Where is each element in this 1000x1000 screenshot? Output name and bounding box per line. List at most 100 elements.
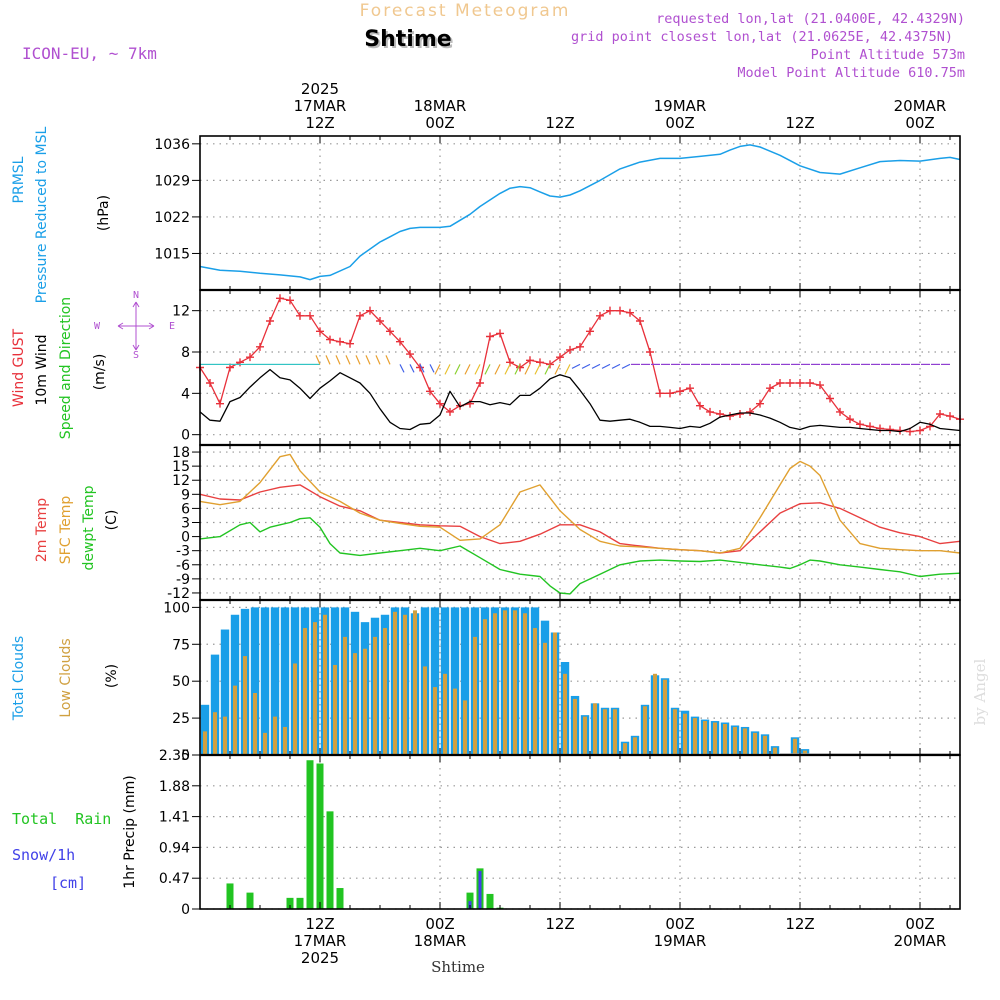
gust-marker	[376, 317, 384, 325]
bottom-time-label: 20MAR	[894, 932, 947, 950]
gust-marker	[206, 379, 214, 387]
bottom-time-label: 00Z	[905, 915, 934, 933]
ytick-label-temperature: -9	[176, 572, 190, 588]
low-clouds-bar	[803, 750, 807, 755]
low-clouds-bar	[553, 632, 557, 755]
gust-marker	[676, 387, 684, 396]
wind-arrow	[325, 355, 331, 365]
gust-marker	[836, 407, 844, 416]
low-clouds-bar	[483, 619, 487, 755]
ytick-label-precip: 0	[181, 902, 190, 918]
wind-arrow	[554, 364, 561, 375]
ytick-label-temperature: -12	[167, 586, 190, 602]
low-clouds-bar	[503, 610, 507, 755]
wind-arrow	[474, 364, 481, 375]
chart-title: Forecast Meteogram	[360, 1, 571, 21]
rain-bar	[466, 892, 474, 909]
wind-arrow	[454, 364, 461, 375]
ytick-label-clouds: 25	[172, 711, 190, 727]
low-clouds-bar	[733, 726, 737, 755]
low-clouds-bar	[753, 732, 757, 755]
total-clouds-bar	[260, 607, 270, 755]
sfctemp-line	[199, 453, 961, 554]
gust-marker	[526, 356, 534, 365]
low-clouds-bar	[203, 731, 207, 755]
top-time-label: 2025	[301, 80, 339, 98]
wind-arrow	[621, 363, 631, 369]
gust-marker	[486, 332, 494, 341]
model-label: ICON-EU, ~ 7km	[22, 44, 157, 63]
gust-marker	[916, 426, 924, 435]
top-time-label: 00Z	[905, 114, 934, 132]
low-clouds-bar	[233, 685, 237, 755]
wind-arrow	[544, 364, 551, 375]
gust-marker	[236, 358, 244, 367]
top-time-label: 20MAR	[894, 97, 947, 115]
ytick-label-temperature: -3	[176, 544, 190, 560]
wind-arrow	[409, 364, 415, 373]
data-layer	[196, 144, 964, 909]
wind-speed-line	[199, 368, 961, 433]
wind-arrow	[385, 355, 391, 365]
compass-w: W	[94, 321, 101, 332]
wind-compass: N W E S	[94, 290, 175, 361]
wind-arrow	[601, 363, 611, 369]
low-clouds-bar	[763, 735, 767, 755]
ytick-label-temperature: -6	[176, 558, 190, 574]
gust-marker	[446, 407, 454, 416]
wind-arrow	[375, 355, 381, 365]
low-clouds-bar	[253, 693, 257, 755]
low-clouds-bar	[373, 636, 377, 755]
low-clouds-bar	[323, 614, 327, 755]
ytick-label-temperature: 18	[172, 445, 190, 461]
gust-marker	[646, 348, 654, 356]
gust-marker	[306, 311, 314, 320]
low-clouds-bar	[383, 628, 387, 755]
rain-bar	[336, 888, 344, 909]
gust-marker	[386, 327, 394, 336]
low-clouds-bar	[773, 747, 777, 755]
top-time-label: 00Z	[425, 114, 454, 132]
pressure-label-1: PRMSL	[11, 156, 27, 203]
ytick-label-clouds: 50	[172, 674, 190, 690]
low-clouds-bar	[393, 611, 397, 755]
wind-arrow	[581, 363, 591, 369]
footer-location: Shtime	[431, 958, 485, 976]
top-time-label: 19MAR	[654, 97, 707, 115]
total-clouds-bar	[280, 607, 290, 755]
top-time-label: 17MAR	[294, 97, 347, 115]
ytick-label-clouds: 0	[181, 748, 190, 764]
temp-unit: (C)	[104, 510, 120, 531]
gust-marker	[556, 353, 564, 362]
gust-marker	[816, 381, 824, 390]
ytick-label-wind: 4	[181, 386, 190, 402]
gust-marker	[426, 387, 434, 396]
ytick-label-pressure: 1015	[154, 246, 190, 262]
snow-bar	[478, 870, 482, 909]
rain-bar	[316, 763, 324, 909]
low-clouds-bar	[273, 716, 277, 755]
gust-marker	[806, 379, 814, 387]
rain-bar	[326, 811, 334, 909]
low-clouds-bar	[423, 666, 427, 755]
wind-arrow	[591, 363, 601, 369]
gust-label: Wind GUST	[11, 328, 27, 407]
low-clouds-bar	[473, 636, 477, 755]
gust-marker	[256, 342, 264, 351]
gust-marker	[686, 384, 694, 393]
panel-frame-wind	[199, 289, 961, 446]
low-clouds-bar	[453, 688, 457, 755]
top-time-label: 18MAR	[414, 97, 467, 115]
bottom-time-label: 12Z	[305, 915, 334, 933]
wind-arrow	[524, 364, 531, 375]
gust-marker	[476, 379, 484, 387]
clouds-unit: (%)	[104, 664, 120, 688]
low-clouds-bar	[713, 722, 717, 755]
low-clouds-bar	[623, 743, 627, 755]
ytick-label-precip: 0.47	[159, 871, 190, 887]
gust-marker	[636, 317, 644, 325]
info-requested: requested lon,lat (21.0400E, 42.4329N)	[656, 11, 965, 27]
gust-marker	[496, 329, 504, 338]
bottom-time-label: 00Z	[425, 915, 454, 933]
top-time-label: 12Z	[545, 114, 574, 132]
